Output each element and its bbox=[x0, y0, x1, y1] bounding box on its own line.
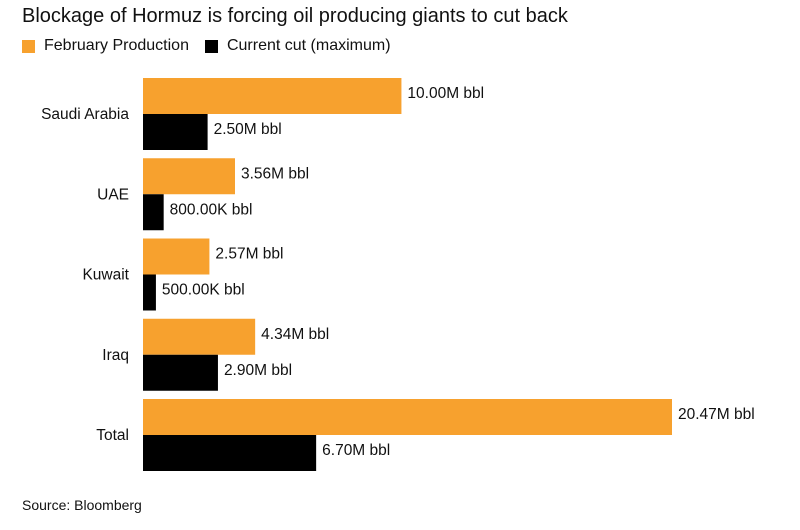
bar-chart: Saudi Arabia 10.00M bbl 2.50M bbl UAE 3.56M … bbox=[41, 78, 755, 471]
bar-iraq-february-production bbox=[143, 318, 256, 355]
bar-uae-february-production bbox=[143, 158, 235, 195]
bar-saudi-arabia-current-cut bbox=[143, 114, 208, 150]
category-label-saudi-arabia: Saudi Arabia bbox=[41, 106, 129, 123]
data-label-total-february-production: 20.47M bbl bbox=[678, 406, 755, 423]
legend-item-february-production: February Production bbox=[22, 37, 189, 55]
bar-saudi-arabia-february-production bbox=[143, 78, 402, 114]
data-label-total-current-cut: 6.70M bbl bbox=[322, 442, 390, 459]
source-note: Source: Bloomberg bbox=[22, 497, 142, 513]
legend-swatch-current-cut bbox=[204, 39, 218, 53]
bar-iraq-current-cut bbox=[143, 354, 218, 391]
legend-item-current-cut: Current cut (maximum) bbox=[204, 37, 391, 55]
category-label-kuwait: Kuwait bbox=[82, 267, 129, 284]
bar-kuwait-current-cut bbox=[143, 274, 156, 311]
category-label-total: Total bbox=[96, 427, 129, 444]
legend-swatch-february-production bbox=[22, 39, 35, 53]
legend-label-february-production: February Production bbox=[44, 37, 189, 54]
data-label-kuwait-february-production: 2.57M bbl bbox=[215, 246, 283, 263]
bar-total-current-cut bbox=[143, 435, 317, 471]
data-label-iraq-february-production: 4.34M bbl bbox=[261, 326, 329, 343]
data-label-uae-february-production: 3.56M bbl bbox=[241, 165, 309, 182]
data-label-iraq-current-cut: 2.90M bbl bbox=[224, 362, 292, 379]
data-label-saudi-arabia-current-cut: 2.50M bbl bbox=[214, 121, 282, 138]
chart-title: Blockage of Hormuz is forcing oil produc… bbox=[22, 5, 568, 27]
data-label-uae-current-cut: 800.00K bbl bbox=[170, 201, 253, 218]
bar-uae-current-cut bbox=[143, 194, 164, 231]
bar-total-february-production bbox=[143, 399, 672, 435]
category-label-uae: UAE bbox=[97, 186, 129, 203]
legend-label-current-cut: Current cut (maximum) bbox=[226, 37, 391, 54]
data-label-saudi-arabia-february-production: 10.00M bbl bbox=[407, 85, 484, 102]
bar-kuwait-february-production bbox=[143, 238, 210, 275]
data-label-kuwait-current-cut: 500.00K bbl bbox=[162, 282, 245, 299]
category-label-iraq: Iraq bbox=[102, 347, 129, 364]
legend: February Production Current cut (maximum… bbox=[22, 36, 407, 56]
